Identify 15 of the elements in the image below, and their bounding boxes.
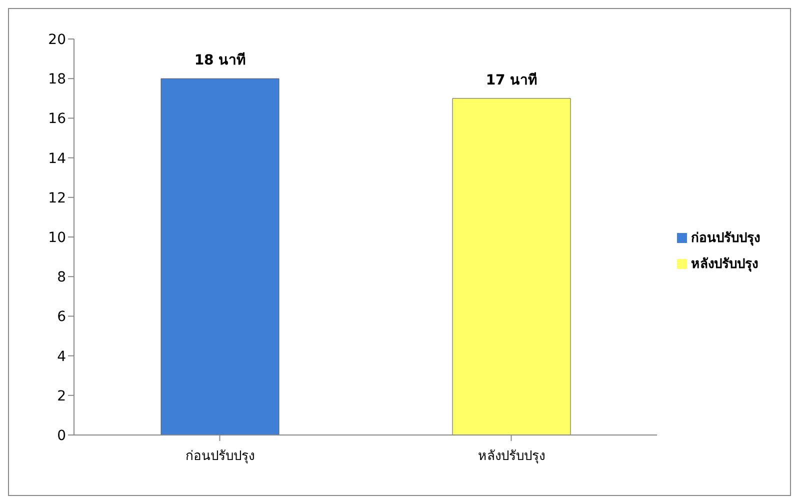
y-tick-label: 18 <box>48 72 66 88</box>
data-label: 17 นาที <box>486 72 538 88</box>
y-tick-label: 0 <box>57 428 66 444</box>
y-tick-label: 8 <box>57 270 66 286</box>
legend-label: หลังปรับปรุง <box>691 257 758 272</box>
y-tick-label: 10 <box>48 230 66 246</box>
y-tick-label: 2 <box>57 388 66 404</box>
y-tick-label: 4 <box>57 348 66 365</box>
y-tick-label: 12 <box>48 190 66 206</box>
y-tick-label: 20 <box>48 32 66 48</box>
y-tick-label: 16 <box>48 111 66 128</box>
y-tick-label: 6 <box>57 309 66 326</box>
legend-label: ก่อนปรับปรุง <box>691 231 760 246</box>
y-tick-label: 14 <box>48 150 66 167</box>
data-label: 18 นาที <box>194 52 246 69</box>
